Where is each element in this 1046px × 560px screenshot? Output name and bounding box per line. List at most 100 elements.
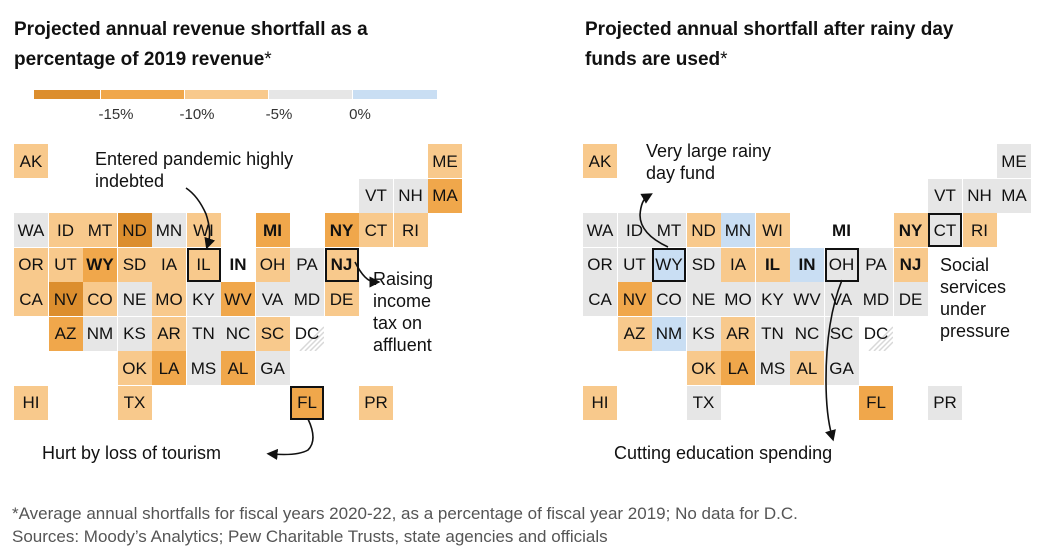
right-tile-ri: RI xyxy=(962,213,997,247)
right-dc-hatch-line xyxy=(883,340,893,351)
left-tile-nj: NJ xyxy=(324,247,359,282)
right-tile-nh: NH xyxy=(962,178,997,213)
annotation-social-line3: under xyxy=(940,299,987,319)
left-tile-pa: PA xyxy=(290,247,324,282)
left-tile-nv: NV xyxy=(48,282,83,316)
right-tile-sc: SC xyxy=(824,316,859,351)
left-title-line2: percentage of 2019 revenue xyxy=(14,49,265,70)
right-dc-hatch-line xyxy=(878,335,893,351)
right-tile-id: ID xyxy=(617,213,652,247)
left-title-asterisk: * xyxy=(264,49,272,70)
sources: Sources: Moody’s Analytics; Pew Charitab… xyxy=(12,527,608,546)
annotation-tourism: Hurt by loss of tourism xyxy=(42,443,222,463)
legend-swatch-5 xyxy=(185,90,268,99)
left-tile-ct: CT xyxy=(359,213,393,247)
annotation-indebted-line1: Entered pandemic highly xyxy=(95,149,294,169)
annotation-raising-line4: affluent xyxy=(373,335,432,355)
right-tile-wv: WV xyxy=(790,282,824,316)
left-tile-vt: VT xyxy=(359,178,393,213)
left-tile-ut: UT xyxy=(48,247,83,282)
left-map-title: Projected annual revenue shortfall as a … xyxy=(14,15,368,75)
legend-tick-10: -10% xyxy=(179,106,215,123)
annotation-social-line2: services xyxy=(940,277,1007,297)
right-tile-nc: NC xyxy=(790,316,824,351)
left-tile-mi: MI xyxy=(255,213,290,247)
left-tile-md: MD xyxy=(290,282,324,316)
left-tile-or: OR xyxy=(14,247,48,282)
left-tile-wv: WV xyxy=(221,282,255,316)
left-tile-wa: WA xyxy=(14,213,48,247)
annotation-social-services: Social services under pressure xyxy=(940,254,1010,342)
right-tile-nj: NJ xyxy=(893,247,928,282)
left-tile-ri: RI xyxy=(393,213,428,247)
left-tile-co: CO xyxy=(83,282,117,316)
left-dc-hatch-line xyxy=(314,340,324,351)
right-tile-va: VA xyxy=(824,282,859,316)
left-dc-hatch xyxy=(299,325,324,351)
right-tile-mn: MN xyxy=(721,213,755,247)
left-tile-mn: MN xyxy=(152,213,186,247)
left-tile-ga: GA xyxy=(255,351,290,385)
annotation-raising-line3: tax on xyxy=(373,313,423,333)
right-tile-ok: OK xyxy=(686,351,721,385)
right-dc-hatch-line xyxy=(868,325,893,351)
right-tile-il: IL xyxy=(755,247,790,282)
right-tile-md: MD xyxy=(859,282,893,316)
legend-swatch-pos xyxy=(353,90,437,99)
right-tile-nm: NM xyxy=(652,316,686,351)
left-tile-dc: DC xyxy=(290,316,324,351)
right-tile-ms: MS xyxy=(755,351,790,385)
right-dc-hatch-line xyxy=(873,330,893,351)
right-tile-ut: UT xyxy=(617,247,652,282)
right-tile-wi: WI xyxy=(755,213,790,247)
footnote: *Average annual shortfalls for fiscal ye… xyxy=(12,504,798,523)
right-tile-dc: DC xyxy=(859,316,893,351)
left-tile-ne: NE xyxy=(117,282,152,316)
left-tile-fl: FL xyxy=(290,385,324,420)
right-dc-hatch xyxy=(868,325,893,351)
left-tile-wi: WI xyxy=(186,213,221,247)
left-dc-hatch-line xyxy=(304,330,324,351)
annotation-rainy-line2: day fund xyxy=(646,163,716,183)
right-tile-nd: ND xyxy=(686,213,721,247)
right-tile-ne: NE xyxy=(686,282,721,316)
left-tile-tx: TX xyxy=(117,385,152,420)
right-tile-ct: CT xyxy=(928,213,962,247)
right-tile-or: OR xyxy=(583,247,617,282)
arrow-fl-to-tourism xyxy=(266,418,314,461)
right-tile-pr: PR xyxy=(928,385,962,420)
left-tile-me: ME xyxy=(428,144,462,178)
legend-swatch-10 xyxy=(101,90,184,99)
right-tile-sd: SD xyxy=(686,247,721,282)
left-tile-va: VA xyxy=(255,282,290,316)
left-tile-wy: WY xyxy=(83,247,117,282)
left-dc-hatch-line xyxy=(309,335,324,351)
legend-tick-5: -5% xyxy=(265,106,293,123)
right-tile-me: ME xyxy=(997,144,1031,178)
left-dc-hatch-line xyxy=(299,325,324,351)
left-tile-hi: HI xyxy=(14,385,48,420)
right-tile-tn: TN xyxy=(755,316,790,351)
right-tile-ak: AK xyxy=(583,144,617,178)
right-tile-mt: MT xyxy=(652,213,686,247)
left-tile-mt: MT xyxy=(83,213,117,247)
right-tile-ga: GA xyxy=(824,351,859,385)
right-tile-oh: OH xyxy=(824,247,859,282)
right-tile-ma: MA xyxy=(997,178,1031,213)
left-tile-pr: PR xyxy=(359,385,393,420)
right-title-asterisk: * xyxy=(720,49,728,70)
left-tile-sc: SC xyxy=(255,316,290,351)
annotation-education: Cutting education spending xyxy=(614,443,833,463)
left-title-line1: Projected annual revenue shortfall as a xyxy=(14,19,368,40)
right-tile-ia: IA xyxy=(721,247,755,282)
left-tile-il: IL xyxy=(186,247,221,282)
left-tile-la: LA xyxy=(152,351,186,385)
annotation-social-line1: Social xyxy=(940,255,990,275)
left-tile-ar: AR xyxy=(152,316,186,351)
right-tile-ca: CA xyxy=(583,282,617,316)
annotation-rainy-fund: Very large rainy day fund xyxy=(646,140,771,184)
right-tile-de: DE xyxy=(893,282,928,316)
left-tile-de: DE xyxy=(324,282,359,316)
annotation-raising-line1: Raising xyxy=(373,269,434,289)
left-tile-nm: NM xyxy=(83,316,117,351)
